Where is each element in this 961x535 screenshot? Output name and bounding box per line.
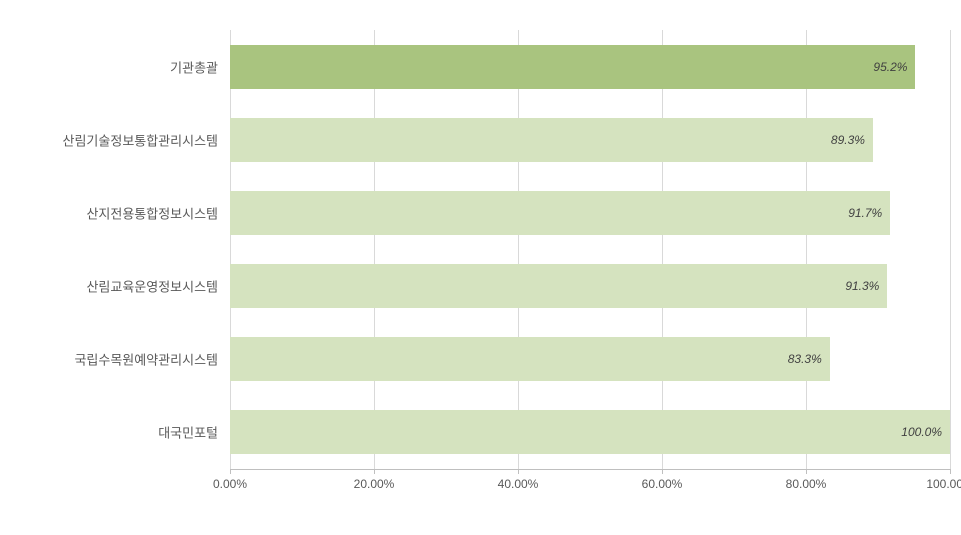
bar: 83.3%	[230, 337, 830, 381]
horizontal-bar-chart: 0.00%20.00%40.00%60.00%80.00%100.00%기관총괄…	[20, 20, 941, 515]
bar-value-label: 83.3%	[788, 352, 822, 366]
bar: 95.2%	[230, 45, 915, 89]
bar-value-label: 100.0%	[901, 425, 942, 439]
grid-line	[518, 30, 519, 469]
category-label: 산림기술정보통합관리시스템	[63, 130, 218, 149]
x-tick	[374, 469, 375, 474]
bar-row: 산림기술정보통합관리시스템89.3%	[230, 118, 950, 162]
x-axis-label: 100.00%	[926, 477, 961, 491]
x-axis-label: 0.00%	[213, 477, 247, 491]
bar-value-label: 91.7%	[848, 206, 882, 220]
grid-line	[230, 30, 231, 469]
bar-row: 기관총괄95.2%	[230, 45, 950, 89]
category-label: 대국민포털	[158, 422, 218, 441]
bar-row: 산지전용통합정보시스템91.7%	[230, 191, 950, 235]
x-axis-label: 20.00%	[354, 477, 395, 491]
x-tick	[950, 469, 951, 474]
bar-row: 산림교육운영정보시스템91.3%	[230, 264, 950, 308]
bar-value-label: 91.3%	[845, 279, 879, 293]
x-tick	[230, 469, 231, 474]
category-label: 산림교육운영정보시스템	[86, 276, 218, 295]
bar-value-label: 89.3%	[831, 133, 865, 147]
bar: 89.3%	[230, 118, 873, 162]
x-axis-label: 40.00%	[498, 477, 539, 491]
x-tick	[806, 469, 807, 474]
category-label: 국립수목원예약관리시스템	[74, 349, 218, 368]
bar: 100.0%	[230, 410, 950, 454]
grid-line	[662, 30, 663, 469]
x-axis-label: 80.00%	[786, 477, 827, 491]
grid-line	[806, 30, 807, 469]
plot-area: 0.00%20.00%40.00%60.00%80.00%100.00%기관총괄…	[230, 30, 950, 470]
category-label: 산지전용통합정보시스템	[86, 203, 218, 222]
bar: 91.3%	[230, 264, 887, 308]
grid-line	[950, 30, 951, 469]
grid-line	[374, 30, 375, 469]
bar-row: 대국민포털100.0%	[230, 410, 950, 454]
bar-row: 국립수목원예약관리시스템83.3%	[230, 337, 950, 381]
bar-value-label: 95.2%	[873, 60, 907, 74]
bar: 91.7%	[230, 191, 890, 235]
x-axis-label: 60.00%	[642, 477, 683, 491]
x-tick	[518, 469, 519, 474]
x-tick	[662, 469, 663, 474]
category-label: 기관총괄	[170, 57, 218, 76]
